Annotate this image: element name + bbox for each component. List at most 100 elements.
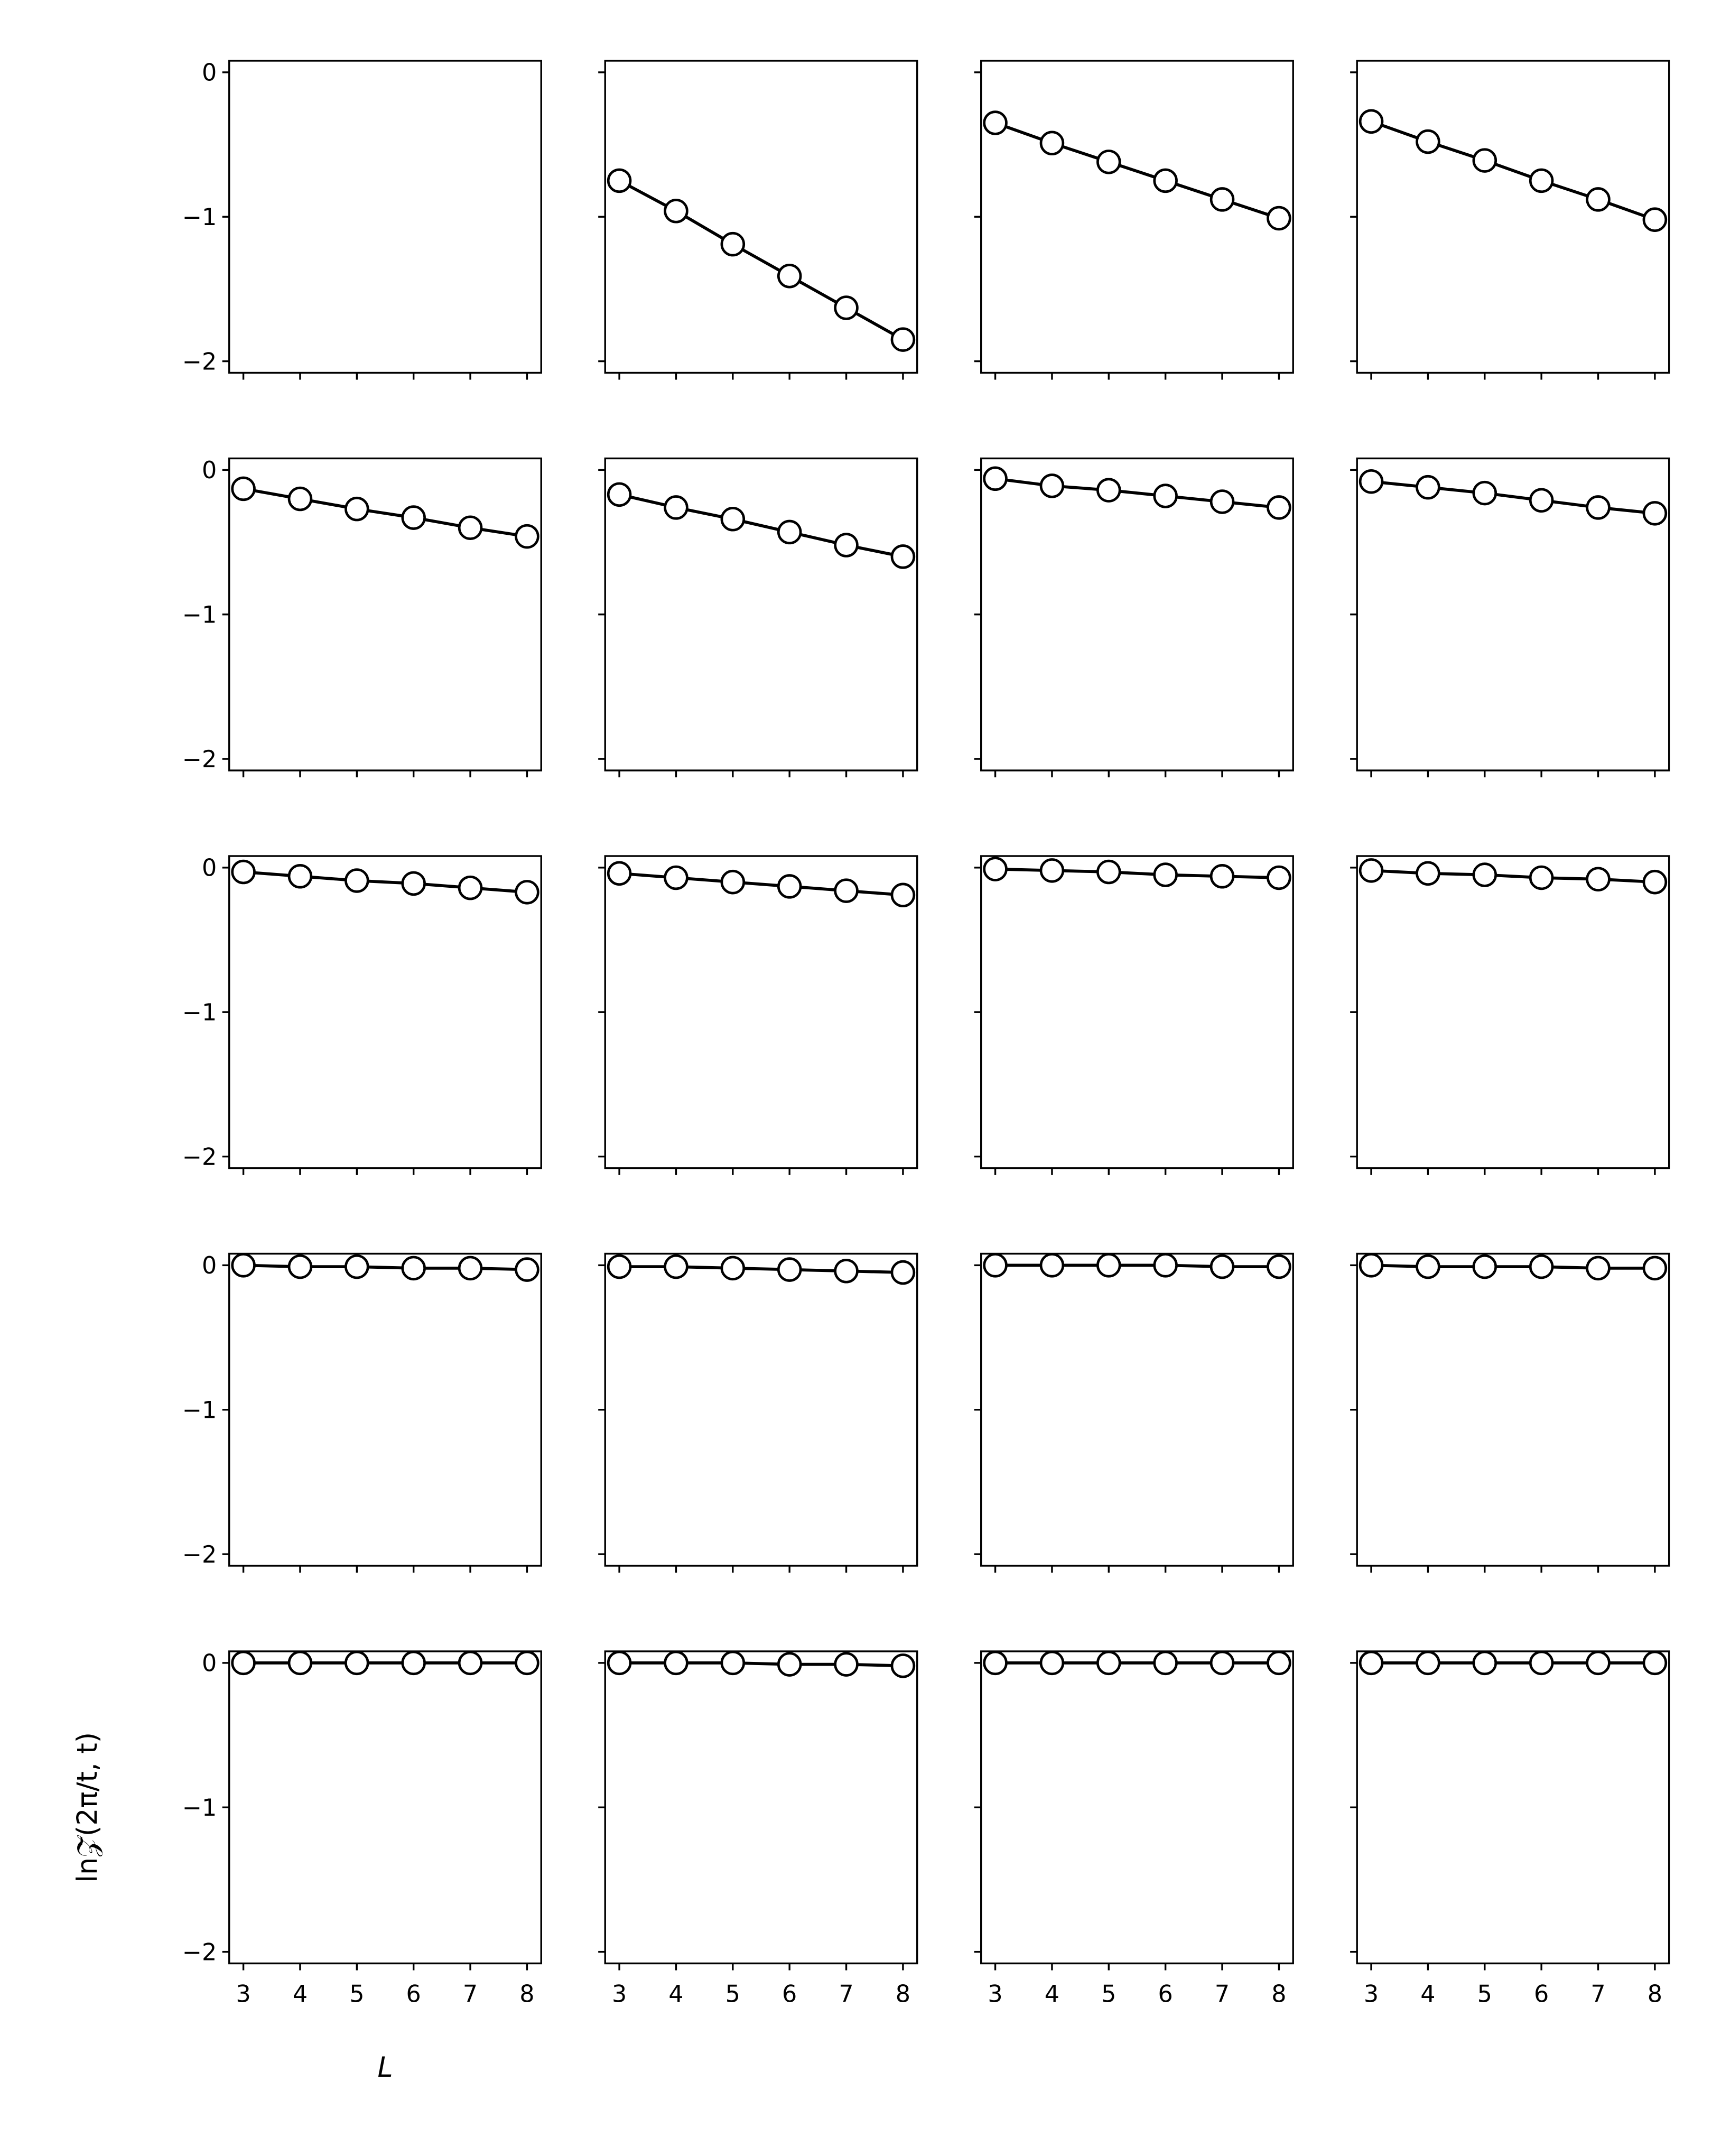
axes-frame — [980, 1252, 1294, 1567]
marker — [515, 880, 539, 905]
marker — [1642, 501, 1668, 526]
marker — [401, 1256, 426, 1281]
x-tick-label: 5 — [1101, 1981, 1116, 2008]
marker — [607, 861, 632, 886]
y-axis-label: ln𝒵̄(2π/t, t) — [72, 1732, 104, 1883]
marker — [345, 496, 369, 522]
marker — [890, 1653, 916, 1678]
x-tick-label: 5 — [349, 1981, 364, 2008]
marker — [1586, 1650, 1611, 1676]
marker — [720, 869, 746, 895]
axes-frame — [604, 60, 918, 374]
subplot — [1350, 457, 1670, 778]
subplot — [974, 855, 1294, 1175]
axes-frame — [228, 855, 542, 1169]
axes-frame — [228, 1252, 542, 1567]
marker — [1529, 488, 1554, 513]
x-tick-label: 6 — [1534, 1981, 1549, 2008]
marker — [1096, 150, 1121, 174]
marker — [1267, 1254, 1291, 1279]
marker — [1472, 148, 1497, 173]
marker — [1359, 858, 1384, 883]
marker — [1209, 1650, 1235, 1676]
marker — [983, 110, 1008, 135]
x-tick-label: 3 — [988, 1981, 1002, 2008]
marker — [777, 1257, 802, 1282]
marker — [1586, 187, 1611, 212]
subplot: 0 −1 −2 — [182, 457, 542, 778]
y-tick-label: 0 — [202, 1650, 217, 1677]
marker — [607, 1254, 632, 1279]
marker — [1267, 865, 1291, 890]
x-tick-label: 7 — [839, 1981, 853, 2008]
marker — [1039, 473, 1065, 498]
marker — [1642, 1256, 1668, 1281]
x-tick-label: 8 — [1648, 1981, 1662, 2008]
axes-frame — [228, 60, 542, 374]
marker — [834, 533, 859, 557]
subplot — [1350, 1252, 1670, 1573]
marker — [1096, 1650, 1121, 1676]
series-line — [995, 1263, 1279, 1268]
marker — [1096, 1253, 1121, 1278]
marker — [1209, 863, 1235, 889]
marker — [401, 1650, 426, 1676]
subplot: 0 −1 −2 — [182, 855, 542, 1175]
marker — [983, 466, 1008, 491]
marker — [1267, 206, 1291, 231]
marker — [1586, 867, 1611, 891]
marker — [1153, 1253, 1178, 1278]
marker — [607, 168, 632, 193]
axes-frame — [980, 457, 1294, 772]
marker — [1267, 495, 1291, 520]
axes-frame — [1356, 855, 1670, 1169]
marker — [777, 1652, 802, 1677]
marker — [1039, 1650, 1065, 1676]
marker — [287, 1254, 313, 1279]
axes-frame — [604, 1650, 918, 1965]
marker — [983, 1650, 1008, 1676]
marker — [1472, 480, 1497, 506]
marker — [1472, 1254, 1497, 1279]
marker — [983, 857, 1008, 881]
marker — [834, 1259, 859, 1284]
x-tick-label: 8 — [519, 1981, 534, 2008]
marker — [515, 1257, 539, 1282]
axes-frame — [604, 457, 918, 772]
marker — [401, 505, 426, 530]
marker — [777, 874, 802, 899]
marker — [664, 865, 688, 890]
marker — [1529, 865, 1554, 890]
y-tick-label: −1 — [182, 1397, 217, 1424]
marker — [834, 295, 859, 320]
marker — [890, 882, 916, 908]
marker — [664, 495, 688, 520]
marker — [345, 1650, 369, 1676]
subplot — [598, 60, 918, 380]
subplot: 0 −1 −2 — [182, 1252, 542, 1573]
y-tick-label: −1 — [182, 204, 217, 231]
y-tick-label: −1 — [182, 1795, 217, 1822]
x-tick-label: 6 — [782, 1981, 797, 2008]
axes-frame — [1356, 457, 1670, 772]
marker — [1642, 869, 1668, 895]
marker — [1642, 207, 1668, 232]
subplot — [974, 1252, 1294, 1573]
axes-frame — [604, 1252, 918, 1567]
x-tick-label: 3 — [612, 1981, 627, 2008]
subplot — [974, 457, 1294, 778]
marker — [1209, 187, 1235, 212]
subplot: 3 4 5 6 7 8 — [1350, 1650, 1670, 2008]
y-tick-label: −2 — [182, 1939, 217, 1966]
marker — [1359, 1650, 1384, 1676]
marker — [664, 199, 688, 224]
x-tick-label: 5 — [1477, 1981, 1492, 2008]
marker — [345, 868, 369, 893]
x-tick-label: 8 — [1271, 1981, 1286, 2008]
x-tick-label: 3 — [1364, 1981, 1379, 2008]
axes-frame — [228, 457, 542, 772]
subplot — [1350, 60, 1670, 380]
marker — [720, 1256, 746, 1281]
